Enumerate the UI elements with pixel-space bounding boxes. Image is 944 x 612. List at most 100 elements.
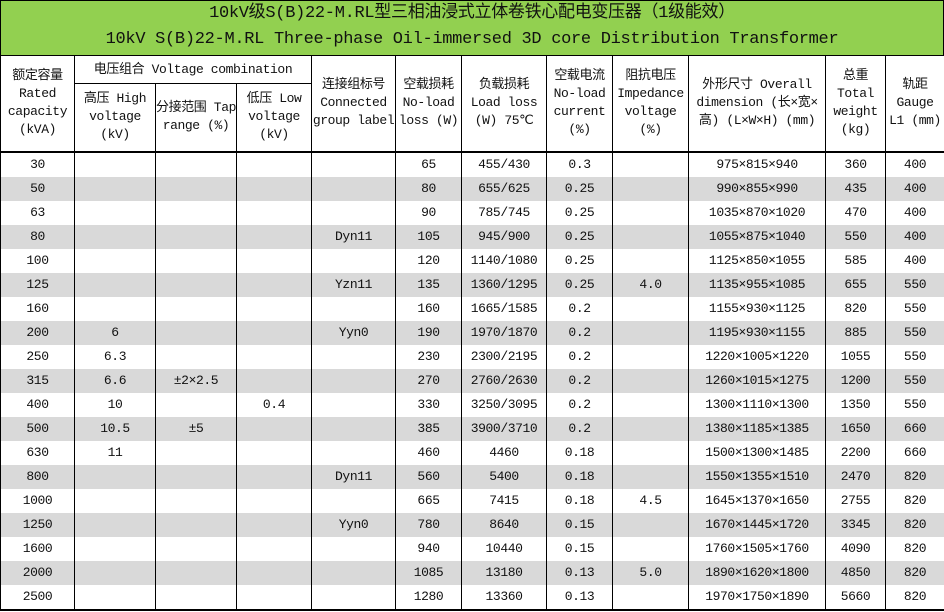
cell-impedance — [612, 151, 690, 177]
table-row: 125 Yzn11 135 1360/1295 0.25 4.0 1135×955×1085… — [0, 272, 944, 297]
cell-tap-range — [155, 344, 237, 369]
cell-group-label: Dyn11 — [311, 464, 397, 489]
cell-low-voltage — [235, 464, 313, 489]
cell-impedance — [612, 200, 690, 225]
cell-low-voltage — [235, 320, 313, 345]
cell-low-voltage — [235, 176, 313, 201]
cell-impedance — [612, 392, 690, 417]
table-row: 63 90 785/745 0.25 1035×870×1020 470 400 — [0, 200, 944, 225]
cell-noload-current: 0.2 — [546, 296, 614, 321]
cell-noload-loss: 270 — [395, 368, 463, 393]
cell-high-voltage — [74, 536, 156, 561]
cell-load-loss: 1970/1870 — [461, 320, 548, 345]
cell-high-voltage: 6.3 — [74, 344, 156, 369]
cell-high-voltage — [74, 296, 156, 321]
table-row: 400 10 0.4 330 3250/3095 0.2 1300×1110×1300 135… — [0, 392, 944, 417]
cell-impedance — [612, 296, 690, 321]
cell-noload-current: 0.18 — [546, 464, 614, 489]
cell-high-voltage — [74, 200, 156, 225]
cell-rated-capacity: 100 — [0, 248, 75, 273]
table-row: 630 11 460 4460 0.18 1500×1300×1485 2200 660 — [0, 440, 944, 465]
cell-weight: 4090 — [825, 536, 887, 561]
cell-noload-current: 0.13 — [546, 584, 614, 611]
cell-weight: 1650 — [825, 416, 887, 441]
table-row: 1250 Yyn0 780 8640 0.15 1670×1445×1720 3345 820 — [0, 512, 944, 537]
cell-dimension: 1670×1445×1720 — [688, 512, 827, 537]
cell-low-voltage — [235, 584, 313, 611]
cell-rated-capacity: 80 — [0, 224, 75, 249]
cell-low-voltage — [235, 200, 313, 225]
cell-rated-capacity: 63 — [0, 200, 75, 225]
cell-group-label — [311, 151, 397, 177]
cell-noload-current: 0.25 — [546, 176, 614, 201]
cell-low-voltage — [235, 224, 313, 249]
cell-noload-loss: 230 — [395, 344, 463, 369]
cell-dimension: 1260×1015×1275 — [688, 368, 827, 393]
cell-low-voltage — [235, 560, 313, 585]
cell-tap-range — [155, 392, 237, 417]
cell-rated-capacity: 500 — [0, 416, 75, 441]
cell-weight: 470 — [825, 200, 887, 225]
cell-gauge: 550 — [885, 320, 944, 345]
cell-noload-current: 0.2 — [546, 416, 614, 441]
cell-load-loss: 785/745 — [461, 200, 548, 225]
cell-weight: 4850 — [825, 560, 887, 585]
cell-dimension: 1055×875×1040 — [688, 224, 827, 249]
cell-noload-current: 0.2 — [546, 368, 614, 393]
cell-impedance — [612, 176, 690, 201]
cell-rated-capacity: 30 — [0, 151, 75, 177]
transformer-spec-table: 额定容量 Rated capacity (kVA) 电压组合 Voltage c… — [0, 55, 944, 611]
cell-weight: 435 — [825, 176, 887, 201]
cell-load-loss: 8640 — [461, 512, 548, 537]
cell-noload-current: 0.18 — [546, 440, 614, 465]
cell-impedance: 4.5 — [612, 488, 690, 513]
cell-high-voltage — [74, 488, 156, 513]
cell-tap-range — [155, 488, 237, 513]
cell-gauge: 550 — [885, 272, 944, 297]
cell-dimension: 1500×1300×1485 — [688, 440, 827, 465]
table-row: 2500 1280 13360 0.13 1970×1750×1890 5660 820 — [0, 584, 944, 611]
cell-high-voltage — [74, 464, 156, 489]
cell-noload-loss: 80 — [395, 176, 463, 201]
cell-load-loss: 5400 — [461, 464, 548, 489]
cell-high-voltage — [74, 176, 156, 201]
cell-group-label: Yyn0 — [311, 512, 397, 537]
header-impedance: 阻抗电压 Impedance voltage (%) — [612, 55, 690, 152]
cell-group-label — [311, 416, 397, 441]
cell-rated-capacity: 2000 — [0, 560, 75, 585]
cell-group-label — [311, 560, 397, 585]
cell-load-loss: 1665/1585 — [461, 296, 548, 321]
cell-low-voltage: 0.4 — [235, 392, 313, 417]
cell-dimension: 1550×1355×1510 — [688, 464, 827, 489]
cell-weight: 1350 — [825, 392, 887, 417]
cell-load-loss: 655/625 — [461, 176, 548, 201]
cell-noload-current: 0.25 — [546, 248, 614, 273]
cell-noload-current: 0.2 — [546, 320, 614, 345]
cell-gauge: 400 — [885, 151, 944, 177]
header-noload-loss: 空载损耗 No-load loss (W) — [395, 55, 463, 152]
cell-dimension: 1380×1185×1385 — [688, 416, 827, 441]
cell-dimension: 990×855×990 — [688, 176, 827, 201]
table-row: 80 Dyn11 105 945/900 0.25 1055×875×1040 550 400 — [0, 224, 944, 249]
cell-group-label — [311, 392, 397, 417]
cell-noload-loss: 105 — [395, 224, 463, 249]
cell-rated-capacity: 800 — [0, 464, 75, 489]
cell-high-voltage: 10.5 — [74, 416, 156, 441]
cell-weight: 1055 — [825, 344, 887, 369]
cell-gauge: 400 — [885, 224, 944, 249]
title-english: 10kV S(B)22-M.RL Three-phase Oil-immerse… — [105, 30, 839, 49]
cell-noload-current: 0.15 — [546, 536, 614, 561]
header-gauge: 轨距 Gauge L1 (mm) — [885, 55, 944, 152]
cell-weight: 1200 — [825, 368, 887, 393]
cell-high-voltage: 6 — [74, 320, 156, 345]
cell-impedance — [612, 248, 690, 273]
title-chinese: 10kV级S(B)22-M.RL型三相油浸式立体卷铁心配电变压器（1级能效） — [209, 4, 735, 23]
cell-low-voltage — [235, 151, 313, 177]
cell-noload-loss: 665 — [395, 488, 463, 513]
cell-tap-range — [155, 512, 237, 537]
cell-group-label — [311, 368, 397, 393]
cell-low-voltage — [235, 512, 313, 537]
cell-weight: 655 — [825, 272, 887, 297]
cell-group-label — [311, 296, 397, 321]
table-row: 100 120 1140/1080 0.25 1125×850×1055 585 400 — [0, 248, 944, 273]
